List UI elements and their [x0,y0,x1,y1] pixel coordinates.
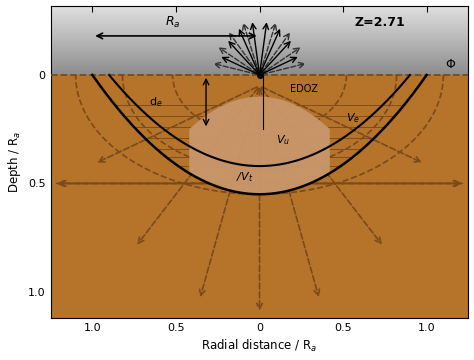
Text: R$_a$: R$_a$ [165,15,181,31]
Text: Z=2.71: Z=2.71 [355,17,405,30]
Text: V$_e$: V$_e$ [346,112,361,125]
Text: d$_e$: d$_e$ [149,95,163,109]
Polygon shape [51,75,468,318]
X-axis label: Radial distance / R$_a$: Radial distance / R$_a$ [201,338,318,355]
Text: Φ: Φ [445,58,455,71]
Text: /V$_t$: /V$_t$ [236,170,254,184]
Text: EDOZ: EDOZ [290,84,318,94]
Y-axis label: Depth / R$_a$: Depth / R$_a$ [6,131,23,193]
Text: V$_u$: V$_u$ [276,133,291,147]
